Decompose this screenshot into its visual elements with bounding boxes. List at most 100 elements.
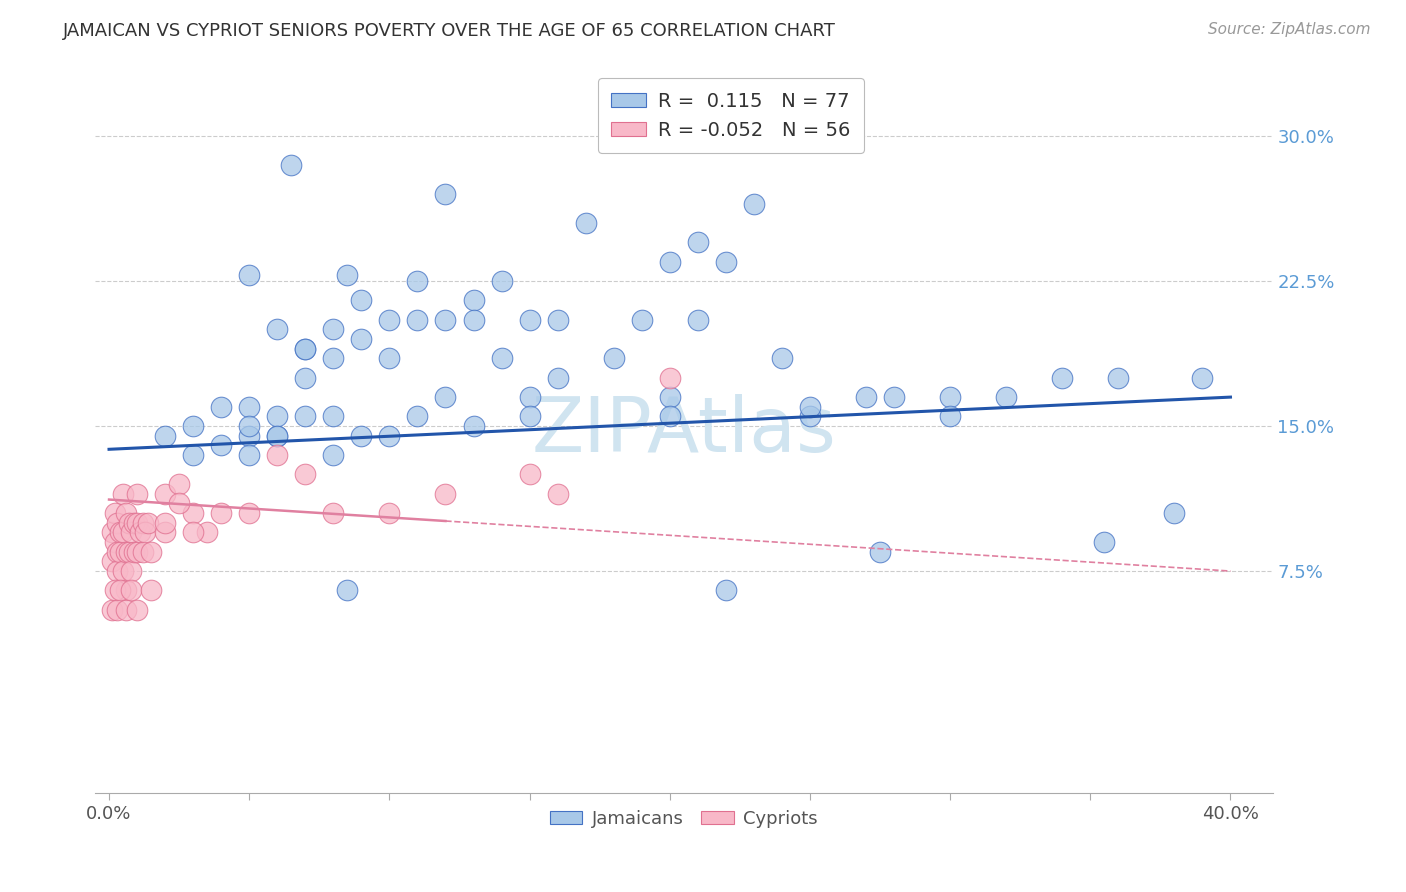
Point — [107, 603, 129, 617]
Point — [118, 545, 141, 559]
Point — [122, 516, 145, 530]
Point — [266, 322, 288, 336]
Point — [112, 487, 135, 501]
Point — [547, 371, 569, 385]
Point — [181, 448, 204, 462]
Point — [294, 409, 316, 424]
Point — [434, 187, 457, 202]
Point — [378, 313, 401, 327]
Point — [322, 351, 344, 366]
Point — [630, 313, 652, 327]
Point — [110, 525, 132, 540]
Point — [519, 467, 541, 482]
Point — [115, 603, 138, 617]
Point — [101, 554, 124, 568]
Point — [238, 268, 260, 283]
Point — [378, 429, 401, 443]
Point — [322, 322, 344, 336]
Point — [131, 545, 153, 559]
Point — [128, 525, 150, 540]
Point — [238, 429, 260, 443]
Point — [101, 525, 124, 540]
Point — [181, 525, 204, 540]
Point — [238, 448, 260, 462]
Point — [406, 313, 429, 327]
Point — [350, 332, 373, 346]
Point — [153, 429, 176, 443]
Point — [519, 390, 541, 404]
Point — [336, 268, 359, 283]
Point — [153, 525, 176, 540]
Point — [104, 535, 127, 549]
Point — [125, 487, 148, 501]
Point — [266, 409, 288, 424]
Point — [602, 351, 624, 366]
Point — [883, 390, 905, 404]
Point — [1107, 371, 1129, 385]
Point — [107, 516, 129, 530]
Point — [519, 409, 541, 424]
Point — [266, 448, 288, 462]
Point — [547, 487, 569, 501]
Point — [1191, 371, 1213, 385]
Point — [1052, 371, 1074, 385]
Point — [294, 467, 316, 482]
Point — [139, 583, 162, 598]
Point — [294, 342, 316, 356]
Point — [686, 313, 709, 327]
Point — [519, 313, 541, 327]
Point — [107, 564, 129, 578]
Point — [939, 390, 962, 404]
Point — [322, 409, 344, 424]
Point — [294, 342, 316, 356]
Point — [134, 525, 156, 540]
Text: Source: ZipAtlas.com: Source: ZipAtlas.com — [1208, 22, 1371, 37]
Point — [131, 516, 153, 530]
Point — [181, 419, 204, 434]
Point — [136, 516, 159, 530]
Point — [280, 158, 302, 172]
Point — [434, 390, 457, 404]
Point — [115, 583, 138, 598]
Point — [209, 438, 232, 452]
Point — [799, 400, 821, 414]
Point — [336, 583, 359, 598]
Point — [238, 506, 260, 520]
Point — [125, 545, 148, 559]
Point — [742, 196, 765, 211]
Point — [547, 313, 569, 327]
Point — [209, 400, 232, 414]
Point — [1163, 506, 1185, 520]
Point — [115, 506, 138, 520]
Point — [434, 313, 457, 327]
Text: ZIPAtlas: ZIPAtlas — [531, 394, 837, 468]
Point — [491, 274, 513, 288]
Point — [658, 371, 681, 385]
Point — [125, 603, 148, 617]
Point — [575, 216, 598, 230]
Point — [463, 293, 485, 308]
Point — [714, 255, 737, 269]
Point — [266, 429, 288, 443]
Point — [121, 525, 143, 540]
Point — [209, 506, 232, 520]
Point — [121, 583, 143, 598]
Point — [125, 516, 148, 530]
Point — [714, 583, 737, 598]
Point — [350, 293, 373, 308]
Point — [121, 564, 143, 578]
Text: JAMAICAN VS CYPRIOT SENIORS POVERTY OVER THE AGE OF 65 CORRELATION CHART: JAMAICAN VS CYPRIOT SENIORS POVERTY OVER… — [63, 22, 837, 40]
Point — [378, 351, 401, 366]
Point — [434, 487, 457, 501]
Point — [770, 351, 793, 366]
Point — [406, 409, 429, 424]
Point — [110, 583, 132, 598]
Point — [238, 419, 260, 434]
Point — [107, 545, 129, 559]
Point — [153, 516, 176, 530]
Point — [181, 506, 204, 520]
Point — [167, 477, 190, 491]
Point — [463, 313, 485, 327]
Point — [139, 545, 162, 559]
Point — [104, 506, 127, 520]
